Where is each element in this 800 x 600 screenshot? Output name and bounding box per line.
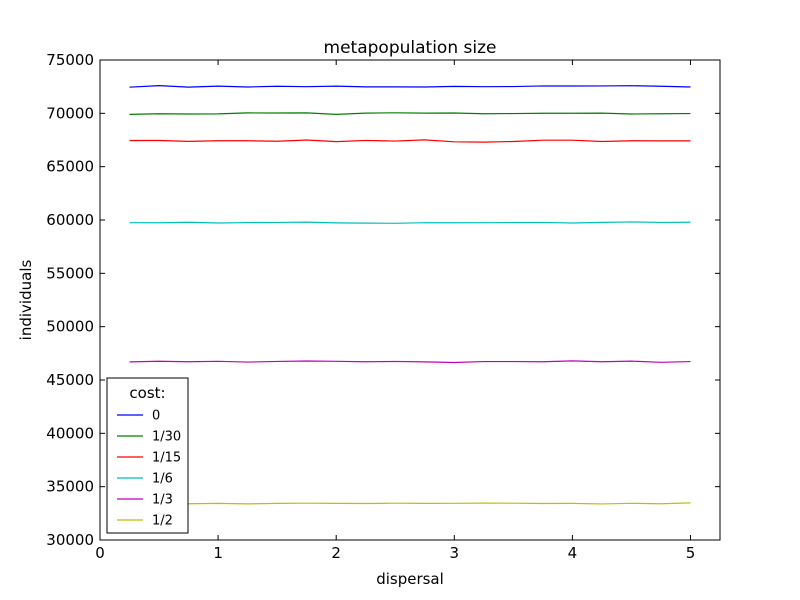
x-tick-label: 3: [450, 544, 460, 562]
y-tick-label: 35000: [46, 478, 94, 496]
legend: cost: 0 1/30 1/15 1/6 1/3 1/2: [106, 377, 189, 534]
y-tick-label: 75000: [46, 51, 94, 69]
legend-label-1: 1/30: [152, 430, 181, 445]
chart-title: metapopulation size: [324, 38, 497, 58]
legend-label-4: 1/3: [152, 493, 173, 508]
y-tick-label: 40000: [46, 424, 94, 442]
x-tick-label: 1: [213, 544, 223, 562]
plot-frame: [99, 59, 721, 541]
legend-label-2: 1/15: [152, 451, 181, 466]
legend-label-0: 0: [152, 409, 160, 424]
series-line-4: [129, 360, 691, 364]
legend-label-5: 1/2: [152, 514, 173, 529]
series-line-2: [129, 139, 691, 143]
legend-title: cost:: [129, 384, 165, 402]
y-tick-label: 70000: [46, 104, 94, 122]
y-axis: 30000 35000 40000 45000 50000 55000 60000 65000…: [46, 51, 720, 549]
y-tick-label: 50000: [46, 318, 94, 336]
y-tick-label: 55000: [46, 264, 94, 282]
y-tick-label: 30000: [46, 531, 94, 549]
x-tick-label: 4: [568, 544, 578, 562]
x-tick-label: 0: [95, 544, 105, 562]
y-axis-label: individuals: [17, 260, 35, 341]
x-tick-label: 2: [331, 544, 341, 562]
legend-box: [106, 377, 189, 534]
series-line-1: [129, 112, 691, 116]
y-tick-label: 60000: [46, 211, 94, 229]
series-layer: [129, 84, 691, 505]
series-line-5: [129, 502, 691, 505]
legend-label-3: 1/6: [152, 472, 173, 487]
y-tick-label: 65000: [46, 158, 94, 176]
series-line-0: [129, 84, 691, 88]
x-axis: 0 1 2 3 4 5: [95, 60, 695, 562]
y-tick-label: 45000: [46, 371, 94, 389]
x-tick-label: 5: [686, 544, 696, 562]
x-axis-label: dispersal: [376, 570, 444, 588]
series-line-3: [129, 221, 691, 224]
